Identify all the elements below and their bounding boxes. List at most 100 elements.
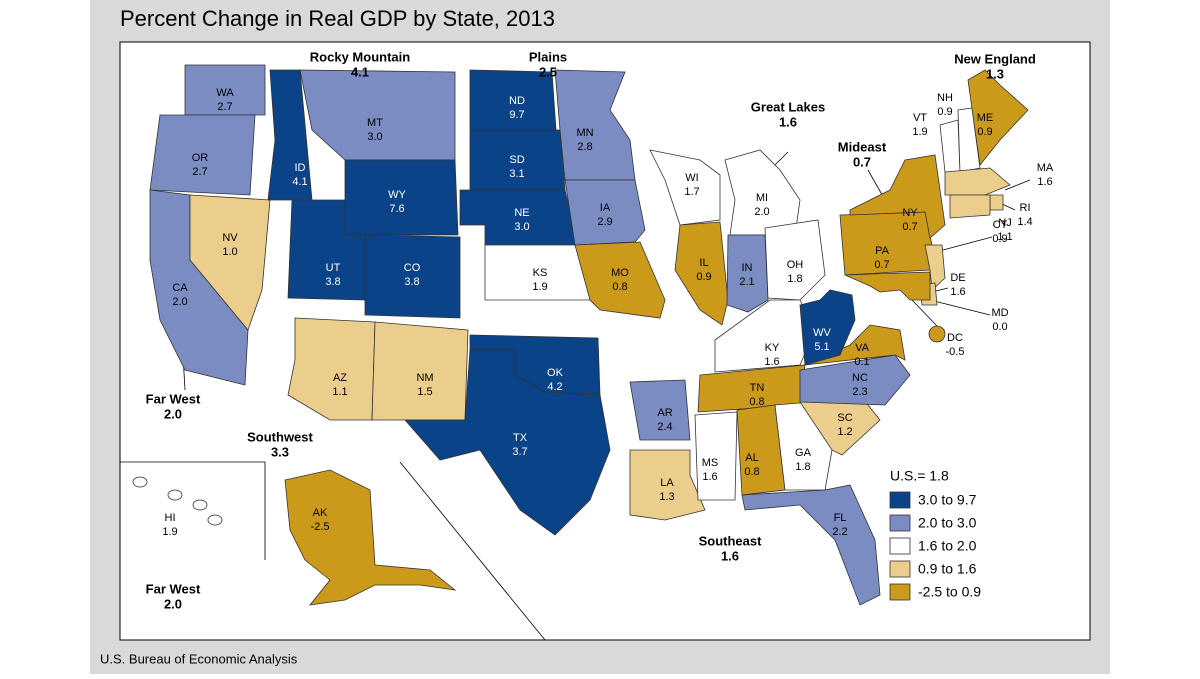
state-abbr: PA: [875, 245, 890, 257]
state-abbr: RI: [1020, 202, 1031, 214]
state-value: 1.8: [795, 461, 810, 473]
state-shape: [724, 149, 801, 236]
region-name: Far West: [146, 581, 201, 596]
region-name: Rocky Mountain: [310, 49, 410, 64]
state-shape: [184, 64, 266, 116]
state-abbr: VA: [855, 342, 870, 354]
state-value: 1.9: [162, 526, 177, 538]
state-value: 0.9: [937, 106, 952, 118]
state-abbr: SD: [509, 154, 524, 166]
state-value: 2.2: [832, 526, 847, 538]
region-name: Southwest: [247, 429, 313, 444]
region-name: Great Lakes: [751, 99, 825, 114]
state-shape: [928, 325, 946, 343]
legend-label: 0.9 to 1.6: [918, 561, 977, 577]
state-shape: [189, 194, 271, 331]
state-abbr: MD: [991, 307, 1008, 319]
state-value: 1.8: [787, 273, 802, 285]
state-value: 1.7: [684, 186, 699, 198]
legend-swatch: [889, 514, 911, 532]
leader: [942, 236, 993, 251]
state-value: 0.9: [977, 126, 992, 138]
region-value: 1.6: [779, 114, 797, 129]
state-abbr: TN: [750, 382, 765, 394]
state-abbr: ID: [295, 162, 306, 174]
state-abbr: OR: [192, 152, 209, 164]
title: Percent Change in Real GDP by State, 201…: [120, 6, 555, 31]
state-abbr: AZ: [333, 372, 347, 384]
region-name: Plains: [529, 49, 567, 64]
state-value: 1.1: [997, 231, 1012, 243]
state-value: 3.8: [404, 276, 419, 288]
state-value: 0.9: [992, 233, 1007, 245]
legend-swatch: [889, 583, 911, 601]
state-shape: [741, 484, 881, 606]
leader: [1004, 179, 1031, 191]
state-value: 7.6: [389, 203, 404, 215]
state-shape: [924, 244, 946, 291]
state-value: 0.7: [874, 259, 889, 271]
state-abbr: IL: [699, 257, 708, 269]
state-value: 0.8: [744, 466, 759, 478]
state-shape: [849, 154, 946, 239]
leader: [911, 299, 938, 327]
state-value: 2.1: [739, 276, 754, 288]
legend-label: 2.0 to 3.0: [918, 515, 977, 531]
state-value: 2.9: [597, 216, 612, 228]
state-value: 1.6: [1037, 176, 1052, 188]
state-abbr: AR: [657, 407, 672, 419]
state-abbr: WV: [813, 327, 831, 339]
legend-swatch: [889, 537, 911, 555]
state-abbr: KS: [533, 267, 548, 279]
state-shape: [694, 411, 738, 501]
leader: [774, 151, 789, 166]
region-name: New England: [954, 51, 1036, 66]
state-shape: [967, 69, 1029, 166]
state-value: 3.7: [512, 446, 527, 458]
state-abbr: OH: [787, 259, 804, 271]
state-value: 9.7: [509, 109, 524, 121]
leader: [929, 299, 991, 316]
state-abbr: WI: [685, 172, 698, 184]
state-value: 5.1: [814, 341, 829, 353]
state-value: 1.6: [764, 356, 779, 368]
state-abbr: AL: [745, 452, 758, 464]
state-value: 1.1: [332, 386, 347, 398]
state-shape: [799, 289, 856, 366]
state-abbr: HI: [165, 512, 176, 524]
state-abbr: MS: [702, 457, 719, 469]
state-value: 2.3: [852, 386, 867, 398]
state-value: 2.0: [754, 206, 769, 218]
state-value: 2.8: [577, 141, 592, 153]
state-shape: [364, 234, 461, 319]
state-value: 1.9: [912, 126, 927, 138]
state-shape: [404, 349, 611, 536]
state-abbr: KY: [765, 342, 780, 354]
state-abbr: CO: [404, 262, 421, 274]
state-shape: [957, 107, 981, 173]
state-value: 1.6: [702, 471, 717, 483]
state-value: -2.5: [311, 521, 330, 533]
state-abbr: MI: [756, 192, 768, 204]
legend-label: 3.0 to 9.7: [918, 492, 977, 508]
state-abbr: MN: [576, 127, 593, 139]
state-shape: [726, 234, 769, 313]
state-abbr: TX: [513, 432, 528, 444]
state-abbr: DE: [950, 272, 965, 284]
us-average: U.S.= 1.8: [890, 468, 949, 484]
state-shape: [844, 271, 931, 301]
state-abbr: GA: [795, 447, 812, 459]
island: [192, 499, 208, 511]
region-value: 1.6: [721, 548, 739, 563]
state-shape: [574, 241, 666, 319]
state-abbr: CA: [172, 282, 188, 294]
state-abbr: MA: [1037, 162, 1054, 174]
state-abbr: NJ: [998, 217, 1011, 229]
region-name: Far West: [146, 391, 201, 406]
region-value: 2.0: [164, 596, 182, 611]
state-value: 0.8: [612, 281, 627, 293]
inset-border: [120, 461, 266, 560]
state-value: -0.5: [946, 346, 965, 358]
state-value: 1.6: [950, 286, 965, 298]
state-abbr: ME: [977, 112, 994, 124]
